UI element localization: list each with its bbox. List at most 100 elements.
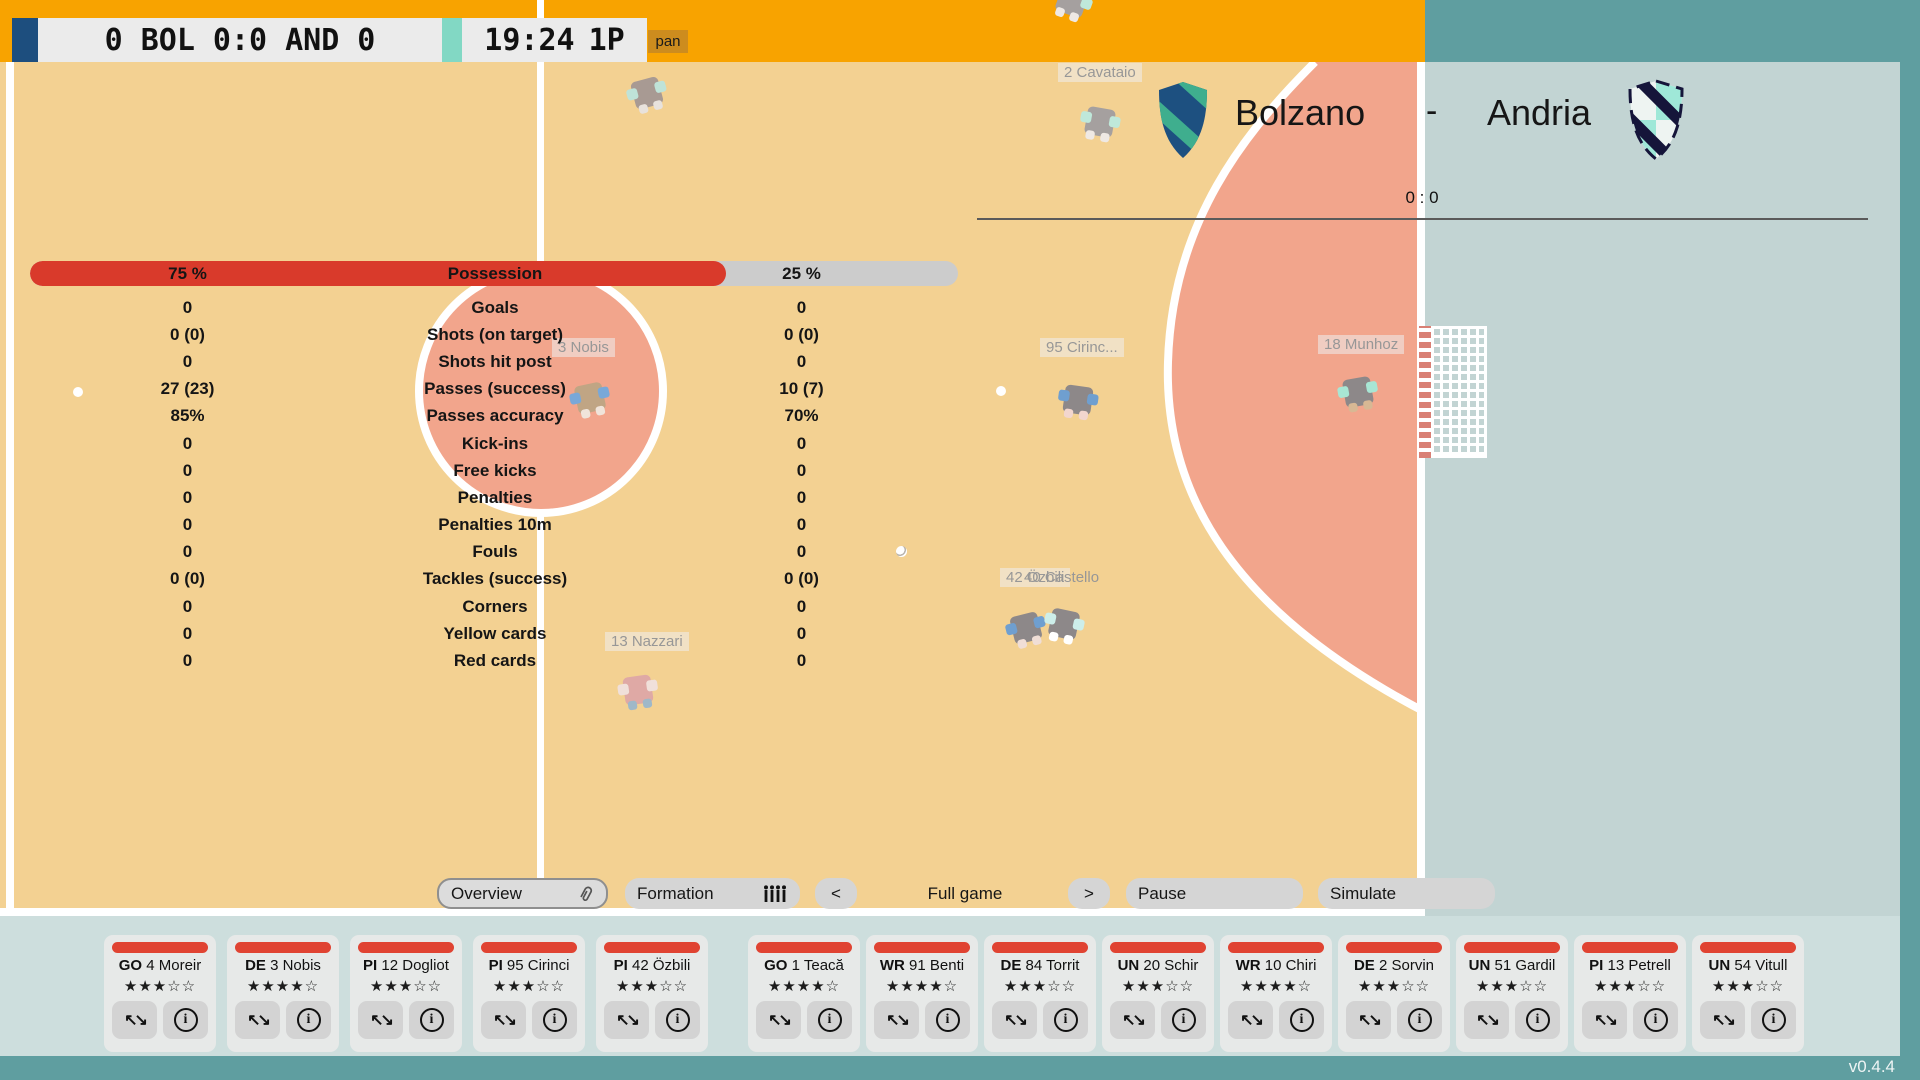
stat-away-value: 0	[796, 351, 807, 371]
player-info-button[interactable]: i	[1633, 1001, 1678, 1039]
substitute-button[interactable]: ↖↘	[1464, 1001, 1509, 1039]
player-card[interactable]: PI 13 Petrell ★★★☆☆ ↖↘ i	[1574, 935, 1686, 1052]
player-info-button[interactable]: i	[1043, 1001, 1088, 1039]
player-info-button[interactable]: i	[409, 1001, 454, 1039]
swap-arrows-icon: ↖↘	[1594, 1012, 1618, 1029]
player-info-button[interactable]: i	[286, 1001, 331, 1039]
player-card[interactable]: PI 12 Dogliot ★★★☆☆ ↖↘ i	[350, 935, 462, 1052]
player-card[interactable]: GO 4 Moreir ★★★☆☆ ↖↘ i	[104, 935, 216, 1052]
info-icon: i	[1407, 1008, 1432, 1032]
player-card[interactable]: DE 84 Torrit ★★★☆☆ ↖↘ i	[984, 935, 1096, 1052]
formation-button[interactable]: Formation	[625, 878, 800, 909]
simulate-button[interactable]: Simulate	[1318, 878, 1495, 909]
card-player-name: DE 2 Sorvin	[1353, 957, 1435, 974]
player-sprite[interactable]	[1336, 372, 1379, 413]
substitute-button[interactable]: ↖↘	[756, 1001, 801, 1039]
player-sprite[interactable]	[1057, 381, 1099, 421]
substitute-button[interactable]: ↖↘	[874, 1001, 919, 1039]
stat-away-value: 0	[796, 433, 807, 453]
swap-arrows-icon: ↖↘	[493, 1012, 517, 1029]
possession-bar-home-fill	[30, 261, 726, 286]
substitute-button[interactable]: ↖↘	[1346, 1001, 1391, 1039]
player-info-button[interactable]: i	[925, 1001, 970, 1039]
player-info-button[interactable]: i	[163, 1001, 208, 1039]
overview-label: Overview	[451, 883, 522, 903]
player-card[interactable]: WR 91 Benti ★★★★☆ ↖↘ i	[866, 935, 978, 1052]
player-info-button[interactable]: i	[1397, 1001, 1442, 1039]
scoreboard-home-color	[12, 18, 38, 62]
player-card[interactable]: GO 1 Teacă ★★★★☆ ↖↘ i	[748, 935, 860, 1052]
card-player-name: PI 12 Dogliot	[363, 957, 449, 974]
stat-label: Fouls	[472, 542, 518, 562]
substitute-button[interactable]: ↖↘	[235, 1001, 280, 1039]
stat-label: Penalties 10m	[438, 515, 552, 535]
pan-button[interactable]: pan	[648, 30, 688, 53]
substitute-button[interactable]: ↖↘	[481, 1001, 526, 1039]
stat-label: Yellow cards	[443, 623, 547, 643]
player-label: 42 Özbili	[1000, 568, 1071, 587]
stat-row: 0 Goals 0	[30, 294, 958, 321]
player-card[interactable]: DE 3 Nobis ★★★★☆ ↖↘ i	[227, 935, 339, 1052]
substitute-button[interactable]: ↖↘	[604, 1001, 649, 1039]
player-card[interactable]: PI 42 Özbili ★★★☆☆ ↖↘ i	[596, 935, 708, 1052]
stat-label: Kick-ins	[461, 433, 529, 453]
player-card[interactable]: UN 20 Schir ★★★☆☆ ↖↘ i	[1102, 935, 1214, 1052]
card-status-bar	[1700, 942, 1796, 953]
home-team-shield	[1159, 82, 1207, 158]
stat-away-value: 0	[796, 515, 807, 535]
info-icon: i	[817, 1008, 842, 1032]
substitute-button[interactable]: ↖↘	[1700, 1001, 1745, 1039]
card-status-bar	[481, 942, 577, 953]
swap-arrows-icon: ↖↘	[768, 1012, 792, 1029]
player-info-button[interactable]: i	[1279, 1001, 1324, 1039]
clock-period: 1P	[588, 22, 625, 58]
substitute-button[interactable]: ↖↘	[1110, 1001, 1155, 1039]
stat-home-value: 0	[182, 433, 193, 453]
player-card[interactable]: UN 51 Gardil ★★★☆☆ ↖↘ i	[1456, 935, 1568, 1052]
speed-up-button[interactable]: >	[1068, 878, 1110, 909]
swap-arrows-icon: ↖↘	[616, 1012, 640, 1029]
substitute-button[interactable]: ↖↘	[992, 1001, 1037, 1039]
away-team-name: Andria	[1487, 92, 1592, 133]
player-card[interactable]: WR 10 Chiri ★★★★☆ ↖↘ i	[1220, 935, 1332, 1052]
stat-home-value: 85%	[170, 406, 205, 426]
player-info-button[interactable]: i	[655, 1001, 700, 1039]
card-status-bar	[112, 942, 208, 953]
player-card[interactable]: UN 54 Vitull ★★★☆☆ ↖↘ i	[1692, 935, 1804, 1052]
player-sprite[interactable]	[617, 671, 659, 711]
player-info-button[interactable]: i	[807, 1001, 852, 1039]
score-line: 0 : 0	[1405, 188, 1439, 207]
player-info-button[interactable]: i	[1515, 1001, 1560, 1039]
player-card[interactable]: DE 2 Sorvin ★★★☆☆ ↖↘ i	[1338, 935, 1450, 1052]
swap-arrows-icon: ↖↘	[1476, 1012, 1500, 1029]
pause-button[interactable]: Pause	[1126, 878, 1303, 909]
stat-home-value: 0	[182, 623, 193, 643]
stat-home-value: 0	[182, 596, 193, 616]
substitute-button[interactable]: ↖↘	[1228, 1001, 1273, 1039]
player-card[interactable]: PI 95 Cirinci ★★★☆☆ ↖↘ i	[473, 935, 585, 1052]
player-info-button[interactable]: i	[532, 1001, 577, 1039]
scoreboard-clock: 19:24 1P	[462, 18, 647, 62]
player-sprite[interactable]	[1043, 604, 1086, 646]
stat-label: Penalties	[457, 487, 533, 507]
stat-label: Tackles (success)	[422, 569, 568, 589]
speed-down-button[interactable]: <	[815, 878, 857, 909]
card-player-name: UN 20 Schir	[1117, 957, 1199, 974]
player-info-button[interactable]: i	[1161, 1001, 1206, 1039]
substitute-button[interactable]: ↖↘	[358, 1001, 403, 1039]
substitute-button[interactable]: ↖↘	[112, 1001, 157, 1039]
player-sprite[interactable]	[1079, 102, 1122, 143]
stat-away-value: 0 (0)	[784, 324, 819, 344]
goal-zone-arc	[1163, 62, 1425, 716]
player-info-button[interactable]: i	[1751, 1001, 1796, 1039]
field-right-border	[1417, 62, 1425, 916]
stats-panel: 75 % Possession 25 % 0 Goals 0 0 (0) Shots (…	[30, 261, 958, 675]
stat-home-value: 0	[182, 297, 193, 317]
stat-row: 0 (0) Tackles (success) 0 (0)	[30, 566, 958, 593]
stat-row: 0 Shots hit post 0	[30, 348, 958, 375]
card-player-name: PI 13 Petrell	[1589, 957, 1671, 974]
overview-button[interactable]: Overview	[437, 878, 608, 909]
substitute-button[interactable]: ↖↘	[1582, 1001, 1627, 1039]
stat-home-value: 0	[182, 487, 193, 507]
possession-home-value: 75 %	[168, 263, 207, 283]
